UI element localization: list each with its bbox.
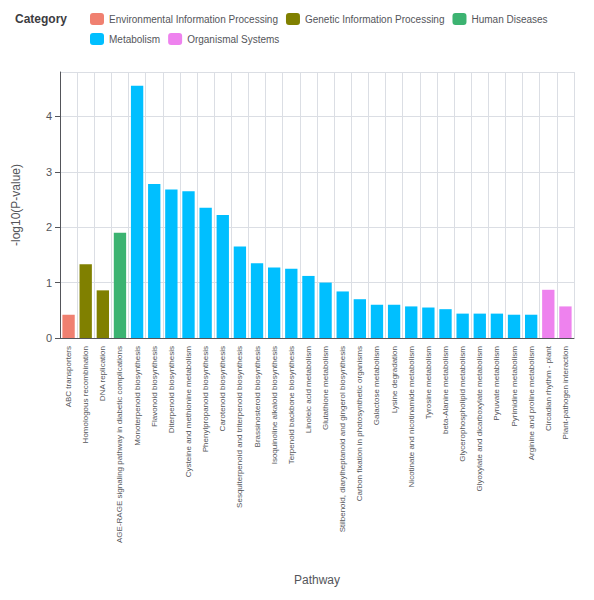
svg-text:Sesquiterpenoid and triterpeno: Sesquiterpenoid and triterpenoid biosynt… [235, 346, 244, 508]
svg-text:2: 2 [46, 221, 52, 233]
svg-text:Pyrimidine metabolism: Pyrimidine metabolism [510, 346, 519, 427]
svg-text:Cysteine and methionine metabo: Cysteine and methionine metabolism [184, 346, 193, 478]
svg-text:Pathway: Pathway [294, 573, 340, 587]
svg-text:Galactose metabolism: Galactose metabolism [372, 346, 381, 425]
svg-text:Carotenoid biosynthesis: Carotenoid biosynthesis [218, 346, 227, 431]
svg-text:Organismal Systems: Organismal Systems [187, 34, 279, 45]
svg-text:1: 1 [46, 277, 52, 289]
svg-text:0: 0 [46, 332, 52, 344]
svg-text:DNA replication: DNA replication [98, 346, 107, 401]
svg-text:Lysine degradation: Lysine degradation [390, 346, 399, 413]
svg-text:Circadian rhythm - plant: Circadian rhythm - plant [544, 345, 553, 431]
svg-text:Human Diseases: Human Diseases [471, 14, 547, 25]
svg-text:Arginine and proline metabolis: Arginine and proline metabolism [527, 346, 536, 461]
svg-text:Brassinosteroid biosynthesis: Brassinosteroid biosynthesis [253, 346, 262, 447]
svg-text:Linoleic acid metabolism: Linoleic acid metabolism [304, 346, 313, 433]
svg-text:Tyrosine metabolism: Tyrosine metabolism [424, 346, 433, 420]
svg-text:Homologous recombination: Homologous recombination [81, 346, 90, 443]
svg-text:Glycerophospholipid metabolism: Glycerophospholipid metabolism [458, 346, 467, 462]
svg-text:Monoterpenoid biosynthesis: Monoterpenoid biosynthesis [133, 346, 142, 446]
svg-text:Glyoxylate and dicarboxylate m: Glyoxylate and dicarboxylate metabolism [475, 346, 484, 492]
svg-text:Plant-pathogen interaction: Plant-pathogen interaction [561, 346, 570, 439]
svg-text:Environmental Information Proc: Environmental Information Processing [109, 14, 278, 25]
svg-text:Isoquinoline alkaloid biosynth: Isoquinoline alkaloid biosynthesis [270, 346, 279, 464]
svg-text:Stilbenoid, diarylheptanoid an: Stilbenoid, diarylheptanoid and gingerol… [338, 346, 347, 532]
svg-text:3: 3 [46, 166, 52, 178]
svg-text:Terpenoid backbone biosynthesi: Terpenoid backbone biosynthesis [287, 346, 296, 464]
svg-text:ABC transporters: ABC transporters [64, 346, 73, 407]
svg-text:Phenylpropanoid biosynthesis: Phenylpropanoid biosynthesis [201, 346, 210, 452]
svg-text:Pyruvate metabolism: Pyruvate metabolism [492, 346, 501, 421]
svg-text:AGE-RAGE signaling pathway in: AGE-RAGE signaling pathway in diabetic c… [115, 346, 124, 543]
svg-text:Glutathione metabolism: Glutathione metabolism [321, 346, 330, 430]
svg-text:Metabolism: Metabolism [109, 34, 160, 45]
svg-text:Carbon fixation in photosynthe: Carbon fixation in photosynthetic organi… [355, 346, 364, 501]
svg-text:Flavonoid biosynthesis: Flavonoid biosynthesis [150, 346, 159, 427]
svg-text:beta-Alanine metabolism: beta-Alanine metabolism [441, 346, 450, 434]
svg-text:4: 4 [46, 110, 52, 122]
svg-text:Category: Category [15, 12, 67, 26]
svg-text:Genetic Information Processing: Genetic Information Processing [305, 14, 445, 25]
svg-text:Diterpenoid biosynthesis: Diterpenoid biosynthesis [167, 346, 176, 433]
svg-text:-log10(P-value): -log10(P-value) [9, 164, 23, 246]
svg-text:Nicotinate and nicotinamide me: Nicotinate and nicotinamide metabolism [407, 346, 416, 488]
